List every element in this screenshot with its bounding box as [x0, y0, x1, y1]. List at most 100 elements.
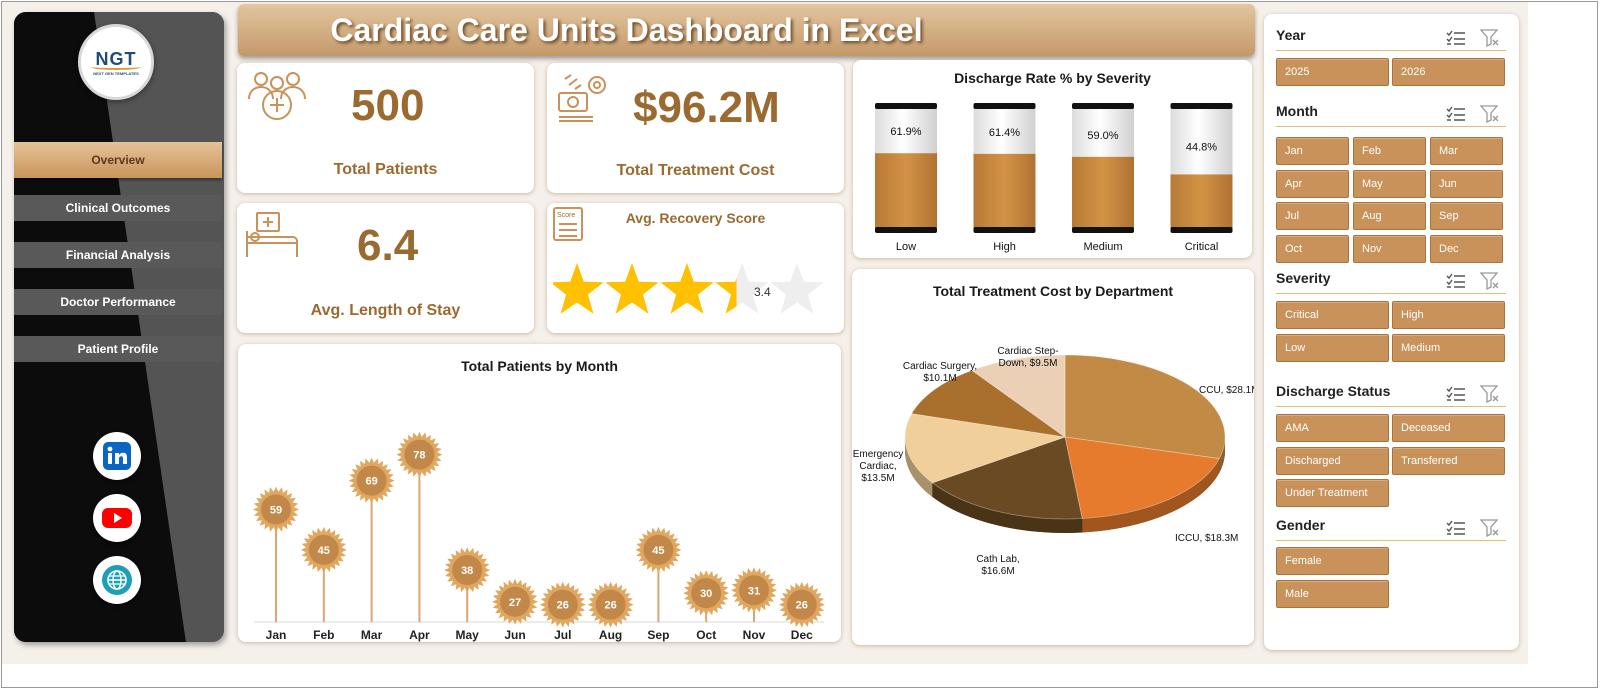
money-icon: [558, 74, 606, 122]
score-clipboard-icon: Score: [553, 207, 583, 241]
cylinder-fill: [973, 153, 1036, 230]
filter-option-month-mar[interactable]: Mar: [1430, 137, 1503, 165]
filter-option-month-dec[interactable]: Dec: [1430, 234, 1503, 263]
cylinder-category-label: Medium: [1083, 241, 1122, 253]
filter-option-month-jan[interactable]: Jan: [1276, 137, 1349, 165]
pie-slice-label: Cardiac Step-: [997, 346, 1058, 357]
clear-filter-icon[interactable]: [1479, 519, 1500, 538]
month-chart-plot: 59 Jan 45 Feb 69 Mar 78 Apr 38 May 27 Jun 26 Jul 26 Aug…: [253, 431, 825, 642]
month-marker: [691, 578, 722, 609]
multi-select-icon[interactable]: [1446, 519, 1466, 537]
clear-filter-icon[interactable]: [1479, 385, 1500, 404]
month-category-label: Feb: [313, 628, 334, 642]
cylinder-fill: [875, 153, 937, 230]
pie-slice-label: $16.6M: [981, 566, 1014, 577]
avg-stay-value: 6.4: [357, 221, 419, 270]
filter-header-gender: Gender: [1276, 517, 1506, 541]
filter-option-month-may[interactable]: May: [1353, 169, 1426, 198]
youtube-icon[interactable]: [93, 494, 141, 542]
cylinder-category-label: High: [993, 241, 1016, 253]
avg-stay-label: Avg. Length of Stay: [310, 302, 461, 319]
pie-slice-side: [1082, 458, 1220, 533]
filter-option-discharge-deceased[interactable]: Deceased: [1392, 414, 1505, 442]
cylinder-value-label: 61.9%: [890, 126, 921, 138]
nav-overview[interactable]: Overview: [14, 142, 222, 178]
month-category-label: Oct: [696, 628, 716, 642]
month-value-label: 26: [796, 600, 808, 612]
linkedin-icon[interactable]: [93, 432, 141, 480]
filter-option-month-apr[interactable]: Apr: [1276, 169, 1349, 198]
multi-select-icon[interactable]: [1446, 105, 1466, 123]
clear-filter-icon[interactable]: [1479, 272, 1500, 291]
filter-option-month-oct[interactable]: Oct: [1276, 234, 1349, 263]
month-category-label: Aug: [599, 628, 622, 642]
multi-select-icon[interactable]: [1446, 29, 1466, 47]
filter-option-gender-female[interactable]: Female: [1276, 547, 1389, 575]
filter-title-gender: Gender: [1276, 517, 1326, 533]
month-value-label: 26: [604, 600, 616, 612]
month-marker: [356, 465, 387, 496]
discharge-chart-plot: 61.9% Low 61.4% High 59.0% Medium 44.8% Critica…: [875, 103, 1233, 253]
pie-slice-side: [905, 437, 933, 497]
month-category-label: Dec: [791, 628, 813, 642]
cylinder-category-label: Low: [896, 241, 916, 253]
pie-slice: [971, 354, 1066, 438]
clear-filter-icon[interactable]: [1479, 29, 1500, 48]
month-value-label: 45: [318, 545, 330, 557]
nav-doctor-performance[interactable]: Doctor Performance: [14, 289, 222, 315]
cost-by-department-chart: Total Treatment Cost by Department CCU, …: [852, 269, 1254, 645]
filter-option-month-feb[interactable]: Feb: [1353, 137, 1426, 165]
nav-clinical-outcomes[interactable]: Clinical Outcomes: [14, 195, 222, 221]
page-title: Cardiac Care Units Dashboard in Excel: [330, 11, 923, 48]
kpi-card-total-patients: 500 Total Patients: [237, 63, 534, 193]
nav-financial-analysis[interactable]: Financial Analysis: [14, 242, 222, 268]
month-category-label: Jan: [266, 628, 287, 642]
patients-by-month-chart: Total Patients by Month 59 Jan 45 Feb 69 Mar 7…: [238, 344, 841, 642]
hospital-bed-icon: [246, 212, 298, 257]
filter-option-discharge-transferred[interactable]: Transferred: [1392, 446, 1505, 475]
filter-option-gender-male[interactable]: Male: [1276, 579, 1389, 608]
pie-slice-label: Cardiac Surgery,: [903, 361, 977, 372]
sidebar: NGT NEXT GEN TEMPLATES Overview Clinical…: [14, 12, 224, 642]
logo-swoosh: [91, 64, 141, 70]
filter-option-discharge-discharged[interactable]: Discharged: [1276, 446, 1389, 475]
globe-icon[interactable]: [93, 556, 141, 604]
filter-option-month-sep[interactable]: Sep: [1430, 202, 1503, 230]
filter-option-month-jun[interactable]: Jun: [1430, 169, 1503, 198]
nav-patient-profile[interactable]: Patient Profile: [14, 336, 222, 362]
filter-option-year-2026[interactable]: 2026: [1392, 58, 1505, 86]
filter-option-severity-high[interactable]: High: [1392, 301, 1505, 329]
total-patients-label: Total Patients: [333, 161, 438, 178]
cylinder-cap-bottom: [1170, 227, 1233, 233]
rating-star: [715, 263, 769, 314]
cylinder-cap-top: [1170, 103, 1233, 109]
filter-option-severity-medium[interactable]: Medium: [1392, 333, 1505, 362]
filter-option-severity-critical[interactable]: Critical: [1276, 301, 1389, 329]
filter-option-month-nov[interactable]: Nov: [1353, 234, 1426, 263]
month-marker: [739, 575, 769, 606]
filter-option-discharge-under-treatment[interactable]: Under Treatment: [1276, 479, 1389, 507]
cylinder-cap-bottom: [973, 227, 1036, 233]
filter-option-month-jul[interactable]: Jul: [1276, 202, 1349, 230]
multi-select-icon[interactable]: [1446, 385, 1466, 403]
month-marker: [404, 439, 435, 470]
month-category-label: Mar: [361, 628, 383, 642]
rating-star: [553, 263, 604, 314]
filter-title-month: Month: [1276, 103, 1318, 119]
filter-option-year-2025[interactable]: 2025: [1276, 58, 1389, 86]
total-patients-value: 500: [351, 81, 425, 130]
month-category-label: Sep: [647, 628, 669, 642]
pie-slice: [904, 413, 1066, 484]
multi-select-icon[interactable]: [1446, 272, 1466, 290]
month-value-label: 30: [700, 588, 712, 600]
filter-option-discharge-ama[interactable]: AMA: [1276, 414, 1389, 442]
filter-option-severity-low[interactable]: Low: [1276, 333, 1389, 362]
month-value-label: 45: [652, 545, 664, 557]
month-marker: [500, 586, 530, 617]
filter-option-month-aug[interactable]: Aug: [1353, 202, 1426, 230]
discharge-rate-chart: Discharge Rate % by Severity 61.9% Low 61.…: [853, 60, 1252, 258]
clear-filter-icon[interactable]: [1479, 105, 1500, 124]
cylinder-fill: [1072, 156, 1134, 230]
pie-slice: [1064, 436, 1220, 519]
